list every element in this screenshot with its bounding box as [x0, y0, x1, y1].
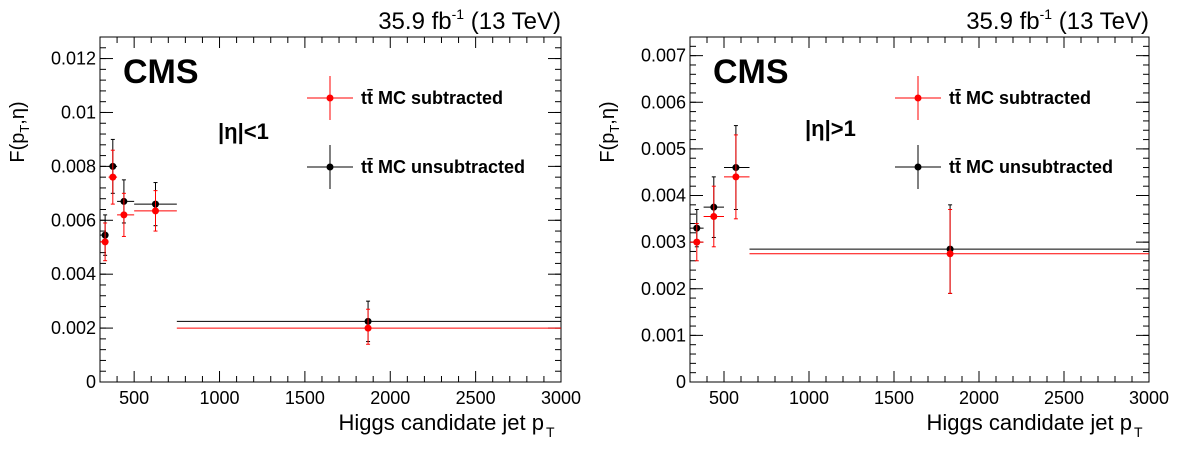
x-axis-title: Higgs candidate jet p	[339, 410, 544, 435]
x-tick-label: 1500	[285, 388, 325, 408]
y-axis-title-sub: T	[607, 125, 622, 133]
x-axis-title-main: Higgs candidate jet p	[927, 410, 1132, 435]
x-tick-label: 500	[709, 388, 739, 408]
x-tick-label: 2500	[1044, 388, 1084, 408]
x-tick-label: 3000	[1129, 388, 1169, 408]
data-point	[109, 173, 117, 181]
x-tick-label: 2000	[370, 388, 410, 408]
data-point	[693, 238, 701, 246]
legend-label: tt̄ MC unsubtracted	[361, 157, 525, 177]
series-subtracted	[690, 134, 1149, 294]
legend-label: tt̄ MC subtracted	[361, 88, 503, 108]
energy-value: (13 TeV)	[1052, 8, 1149, 35]
x-axis-title-main: Higgs candidate jet p	[339, 410, 544, 435]
lumi-value: 35.9 fb	[966, 8, 1039, 35]
y-tick-label: 0.001	[641, 325, 686, 345]
y-tick-label: 0.004	[641, 186, 686, 206]
x-axis-title: Higgs candidate jet p	[927, 410, 1132, 435]
y-axis-title-main: F(p	[7, 133, 29, 163]
legend-marker-dot	[914, 163, 922, 171]
y-tick-label: 0.006	[51, 210, 96, 230]
x-tick-label: 1000	[199, 388, 239, 408]
plot-frame	[689, 36, 1150, 383]
x-tick-label: 1000	[789, 388, 829, 408]
y-tick-label: 0.008	[51, 156, 96, 176]
legend-label: tt̄ MC unsubtracted	[949, 157, 1113, 177]
y-tick-label: 0.004	[51, 264, 96, 284]
lumi-value: 35.9 fb	[378, 8, 451, 35]
y-tick-label: 0.006	[641, 92, 686, 112]
y-tick-label: 0	[676, 372, 686, 392]
legend: tt̄ MC subtracted tt̄ MC unsubtracted	[895, 76, 1113, 189]
lumi-energy-label: 35.9 fb-1 (13 TeV)	[966, 6, 1149, 35]
plot-panel-2: 500 1000 1500 2000 2500 3000 0 0.001 0.002 0.003 0…	[597, 6, 1169, 440]
x-tick-label: 1500	[874, 388, 914, 408]
data-point	[151, 207, 159, 215]
legend: tt̄ MC subtracted tt̄ MC unsubtracted	[307, 76, 525, 189]
data-point	[364, 324, 372, 332]
energy-value: (13 TeV)	[464, 8, 561, 35]
y-axis-title-tail: ,η)	[7, 101, 29, 124]
y-tick-label: 0.005	[641, 139, 686, 159]
lumi-energy-label: 35.9 fb-1 (13 TeV)	[378, 6, 561, 35]
data-point	[732, 173, 740, 181]
y-tick-label: 0.012	[51, 49, 96, 69]
y-axis-title: F(pT,η)	[7, 101, 32, 162]
experiment-label: CMS	[713, 53, 789, 91]
lumi-exponent: -1	[1040, 6, 1053, 22]
data-point	[946, 250, 954, 258]
y-axis-title-main: F(p	[597, 133, 619, 163]
y-axis-title-tail: ,η)	[597, 101, 619, 124]
series-subtracted	[100, 149, 561, 345]
x-tick-label: 2000	[959, 388, 999, 408]
region-label: |η|<1	[218, 119, 269, 144]
lumi-exponent: -1	[452, 6, 465, 22]
plot-panel-1: 500 1000 1500 2000 2500 3000 0 0.002 0.004 0.006 0…	[7, 6, 581, 440]
y-tick-label: 0.002	[51, 318, 96, 338]
x-tick-label: 500	[119, 388, 149, 408]
y-axis-title-sub: T	[17, 125, 32, 133]
y-tick-label: 0.002	[641, 279, 686, 299]
region-label: |η|>1	[805, 116, 856, 141]
x-tick-label: 3000	[541, 388, 581, 408]
series-unsubtracted	[690, 125, 1149, 294]
legend-marker-dot	[914, 94, 922, 102]
y-tick-label: 0.01	[61, 102, 96, 122]
experiment-label: CMS	[123, 53, 199, 91]
x-tick-label: 2500	[456, 388, 496, 408]
legend-marker-dot	[326, 163, 334, 171]
x-axis-title-sub: T	[546, 424, 555, 440]
legend-label: tt̄ MC subtracted	[949, 88, 1091, 108]
x-axis-title-sub: T	[1134, 424, 1143, 440]
y-axis-title: F(pT,η)	[597, 101, 622, 162]
data-point	[101, 238, 109, 246]
y-tick-label: 0	[86, 372, 96, 392]
y-tick-label: 0.003	[641, 232, 686, 252]
data-point	[710, 212, 718, 220]
data-point	[120, 211, 128, 219]
legend-marker-dot	[326, 94, 334, 102]
y-tick-label: 0.007	[641, 46, 686, 66]
